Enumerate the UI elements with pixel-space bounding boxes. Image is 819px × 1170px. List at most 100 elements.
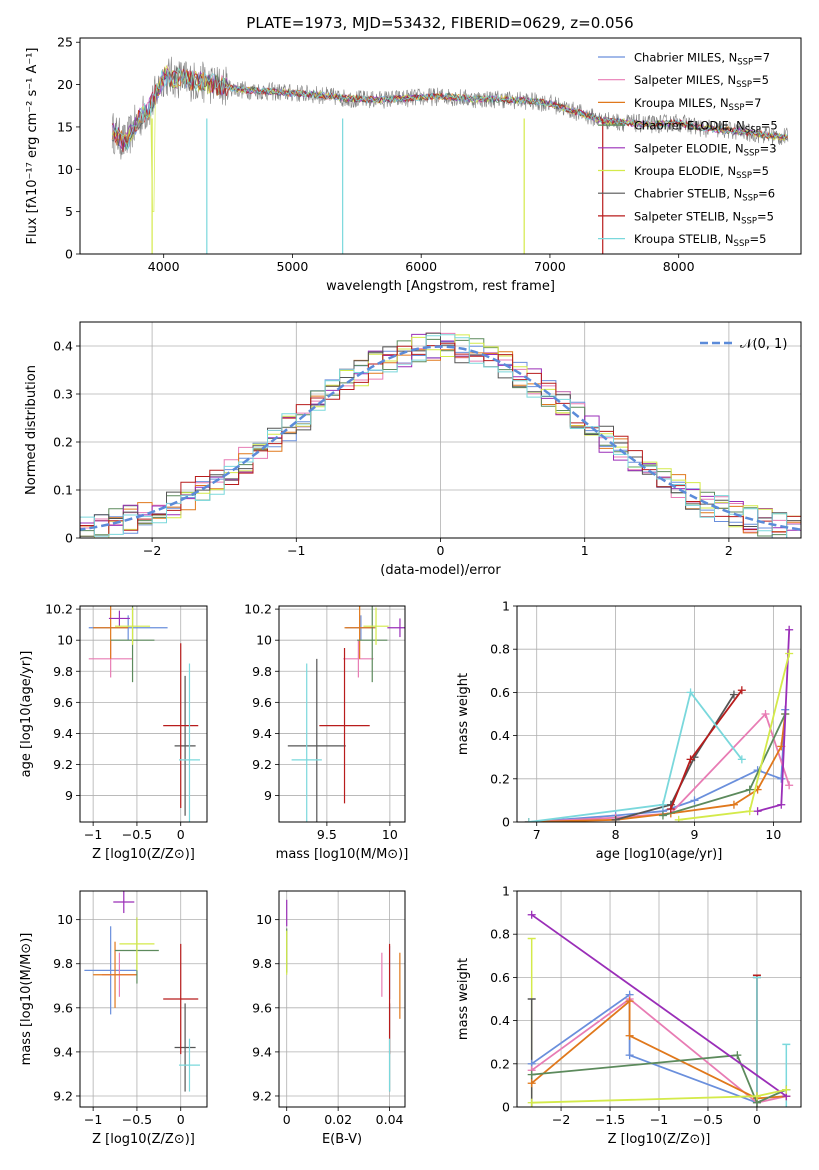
histogram-chabrier_stelib	[80, 332, 801, 537]
y-tick-label: 9.4	[53, 1044, 73, 1059]
x-tick-label: 7000	[534, 259, 566, 274]
x-tick-label: 1	[581, 543, 589, 558]
y-tick-label: 0.1	[53, 483, 73, 498]
y-tick-label: 9.4	[252, 1044, 272, 1059]
x-tick-label: 0.04	[376, 1112, 404, 1127]
x-tick-label: 0	[283, 1112, 291, 1127]
legend: 𝒩(0, 1)	[700, 337, 787, 352]
x-tick-label: 10	[765, 827, 781, 842]
y-tick-label: 10.2	[45, 602, 73, 617]
y-axis-label: mass [log10(M/M⊙)]	[19, 933, 34, 1066]
legend-label-chabrier_elodie: Chabrier ELODIE, NSSP=5	[634, 119, 778, 136]
panel-spectrum: 4000 5000 6000 7000 8000 0 5 10 15 20 25 wavelength…	[25, 35, 802, 294]
x-tick-label: −2	[552, 1112, 570, 1127]
panel-mass_vs_ebv: 0 0.02 0.04 9.2 9.4 9.6 9.8 10 E(B-V)	[252, 890, 406, 1147]
panel-weight_vs_Z: −2 −1.5 −1 −0.5 0 0 0.2 0.4 0.6 0.8 1 Z [log10(Z/Z⊙…	[456, 884, 802, 1147]
x-tick-label: 9.5	[317, 827, 337, 842]
legend-nssp-value: =5	[752, 164, 769, 178]
x-tick-label: 6000	[405, 259, 437, 274]
x-tick-label: −0.5	[122, 1112, 152, 1127]
legend-label-normal: 𝒩(0, 1)	[740, 337, 787, 352]
axes-frame	[516, 890, 802, 1108]
x-tick-label: 0	[177, 827, 185, 842]
y-tick-label: 9	[264, 788, 272, 803]
y-tick-label: 9.2	[53, 757, 73, 772]
x-tick-label: −1	[650, 1112, 668, 1127]
x-tick-label: 10	[382, 827, 398, 842]
y-tick-label: 0.8	[490, 927, 510, 942]
y-tick-label: 0	[502, 1100, 510, 1115]
y-tick-label: 10	[256, 633, 272, 648]
legend-label-kroupa_elodie: Kroupa ELODIE, NSSP=5	[634, 164, 769, 181]
axes-frame	[79, 37, 802, 255]
legend-nssp-value: =7	[744, 96, 761, 110]
y-axis-label: age [log10(age/yr)]	[19, 651, 34, 778]
x-tick-label: −0.5	[122, 827, 152, 842]
y-tick-label: 0.2	[490, 1056, 510, 1071]
data-spectrum-line	[111, 56, 789, 160]
legend-nssp-value: =5	[752, 73, 769, 87]
x-axis-label: wavelength [Angstrom, rest frame]	[326, 279, 555, 294]
legend-nssp-sub: SSP	[736, 80, 752, 90]
plot-area-weight_vs_Z	[527, 910, 791, 1107]
x-tick-label: −1	[287, 543, 305, 558]
axes-frame	[79, 890, 208, 1108]
y-tick-label: 0	[502, 815, 510, 830]
legend-nssp-sub: SSP	[734, 239, 750, 249]
y-tick-label: 20	[57, 77, 73, 92]
x-tick-label: −1	[84, 1112, 102, 1127]
legend-nssp-value: =7	[753, 51, 770, 65]
y-tick-label: 25	[57, 35, 73, 50]
legend-nssp-sub: SSP	[742, 194, 758, 204]
x-tick-label: 5000	[277, 259, 309, 274]
x-tick-label: −1	[84, 827, 102, 842]
y-tick-label: 0.3	[53, 387, 73, 402]
legend-nssp-sub: SSP	[737, 58, 753, 68]
x-tick-label: 0	[177, 1112, 185, 1127]
y-axis-label: Flux [fλ10⁻¹⁷ erg cm⁻² s⁻¹ A⁻¹]	[25, 48, 40, 245]
x-tick-label: 4000	[148, 259, 180, 274]
y-tick-label: 1	[502, 884, 510, 899]
y-tick-label: 10	[57, 633, 73, 648]
figure-title: PLATE=1973, MJD=53432, FIBERID=0629, z=0…	[246, 14, 633, 32]
x-tick-label: 8	[612, 827, 620, 842]
x-axis-label: Z [log10(Z/Z⊙)]	[92, 847, 195, 862]
y-tick-label: 9.8	[252, 956, 272, 971]
y-tick-label: 0.4	[490, 728, 510, 743]
plot-area-weight_vs_age	[524, 625, 794, 822]
legend-label-salpeter_elodie: Salpeter ELODIE, NSSP=3	[634, 141, 777, 158]
axes-frame	[79, 605, 208, 823]
y-tick-label: 9.4	[53, 726, 73, 741]
x-tick-label: −0.5	[693, 1112, 723, 1127]
y-tick-label: 0.8	[490, 642, 510, 657]
y-tick-label: 0.4	[490, 1013, 510, 1028]
y-axis-label: Normed distribution	[24, 365, 39, 495]
legend-nssp-sub: SSP	[745, 126, 761, 136]
legend-nssp-sub: SSP	[744, 148, 760, 158]
x-axis-label: Z [log10(Z/Z⊙)]	[92, 1132, 195, 1147]
legend-nssp-value: =6	[758, 187, 775, 201]
y-tick-label: 9.8	[252, 664, 272, 679]
y-tick-label: 10	[256, 912, 272, 927]
x-tick-label: 2	[725, 543, 733, 558]
y-tick-label: 5	[65, 204, 73, 219]
legend-nssp-sub: SSP	[741, 216, 757, 226]
y-tick-label: 0.6	[490, 685, 510, 700]
legend-nssp-sub: SSP	[736, 171, 752, 181]
y-tick-label: 9.2	[252, 1088, 272, 1103]
plot-area-age_vs_mass	[287, 606, 405, 822]
y-tick-label: 9.6	[53, 1000, 73, 1015]
x-tick-label: 7	[533, 827, 541, 842]
panel-age_vs_Z: −1 −0.5 0 9 9.2 9.4 9.6 9.8 10 10.2 Z [log10(Z/Z⊙)…	[19, 602, 208, 862]
y-tick-label: 9.2	[252, 757, 272, 772]
plot-area-mass_vs_Z	[84, 891, 200, 1092]
legend-label-kroupa_stelib: Kroupa STELIB, NSSP=5	[634, 232, 766, 249]
legend-nssp-value: =5	[749, 232, 766, 246]
y-tick-label: 9.2	[53, 1088, 73, 1103]
plot-area-mass_vs_ebv	[286, 899, 401, 1092]
x-axis-label: Z [log10(Z/Z⊙)]	[608, 1132, 711, 1147]
y-tick-label: 0.4	[53, 339, 73, 354]
panel-residuals: −2 −1 0 1 2 0 0.1 0.2 0.3 0.4 (data-model)/error No…	[24, 321, 802, 578]
plot-area-age_vs_Z	[88, 606, 200, 822]
